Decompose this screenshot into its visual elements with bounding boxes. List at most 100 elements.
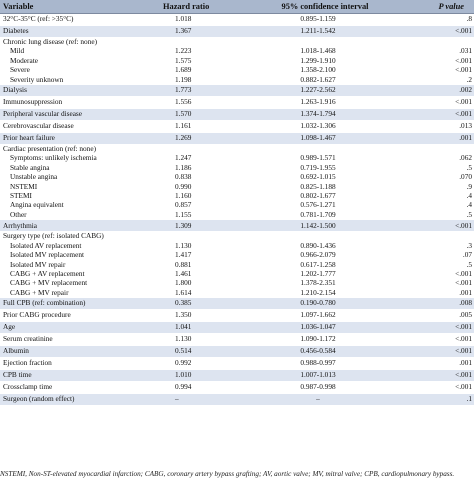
confidence-interval-cell: 0.890-1.436: [300, 240, 336, 250]
confidence-interval-cell: –: [255, 393, 395, 406]
p-value-cell: .1: [395, 393, 474, 406]
confidence-interval-cell: 1.018-1.468: [300, 46, 336, 56]
p-value-cell: .013: [459, 121, 472, 131]
confidence-interval-cell: 1.007-1.013: [255, 369, 395, 382]
confidence-interval-cell: 0.190-0.780: [255, 297, 395, 310]
table-group: Prior CABG procedure 1.350 1.097-1.662 .005: [0, 309, 474, 322]
variable-cell: Severity unknown: [10, 74, 64, 84]
hazard-ratio-cell: 0.992: [175, 358, 192, 368]
table-row: Cardiac presentation (ref: none): [0, 144, 474, 154]
variable-cell: Dialysis: [0, 84, 160, 97]
hazard-ratio-cell: 1.417: [175, 250, 192, 260]
table-row: Unstable angina 0.838 0.692-1.015 .070: [0, 172, 474, 183]
hazard-ratio-cell: 1.247: [175, 153, 192, 163]
table-row: Angina equivalent 0.857 0.576-1.271 .4: [0, 200, 474, 211]
confidence-interval-cell: 1.036-1.047: [255, 321, 395, 334]
variable-cell: Moderate: [10, 55, 38, 65]
table-row: Stable angina 1.186 0.719-1.955 .5: [0, 162, 474, 173]
variable-cell: Angina equivalent: [10, 200, 64, 210]
table-row: Full CPB (ref: combination) 0.385 0.190-0.…: [0, 297, 474, 310]
confidence-interval-cell: 0.989-1.571: [300, 153, 336, 163]
table-row: Prior heart failure 1.269 1.098-1.467.001: [0, 132, 474, 145]
table-row: Isolated MV repair 0.881 0.617-1.258 .5: [0, 259, 474, 270]
table-group: Diabetes 1.367 1.211-1.542 <.001: [0, 25, 474, 38]
table-group: Crossclamp time 0.994 0.987-0.998 <.001: [0, 381, 474, 394]
table-row: Serum creatinine 1.130 1.090-1.172 <.001: [0, 334, 474, 346]
table-row: Albumin 0.514 0.456-0.584 <.001: [0, 345, 474, 358]
p-value-cell: .005: [459, 310, 472, 320]
table-row: Other 1.155 0.781-1.709 .5: [0, 209, 474, 220]
table-row: Isolated MV replacement 1.417 0.966-2.079.…: [0, 250, 474, 260]
table-group: Surgery type (ref: isolated CABG) Isolate…: [0, 231, 474, 298]
variable-cell: Arrhythmia: [0, 219, 160, 232]
variable-cell: Prior heart failure: [0, 132, 160, 145]
table-row: STEMI 1.160 0.802-1.677 .4: [0, 191, 474, 201]
table-row: CABG + MV repair 1.614 1.210-2.154 .001: [0, 287, 474, 298]
variable-cell: NSTEMI: [10, 181, 38, 191]
hazard-ratio-table: Variable Hazard ratio 95% confidence int…: [0, 0, 474, 406]
p-value-cell: <.001: [455, 382, 472, 392]
p-value-cell: .062: [459, 153, 472, 163]
hazard-ratio-cell: 1.575: [175, 55, 192, 65]
confidence-interval-cell: 1.358-2.100: [300, 65, 336, 75]
variable-cell: Symptoms: unlikely ischemia: [10, 153, 97, 163]
hazard-ratio-cell: 1.130: [175, 240, 192, 250]
hazard-ratio-cell: 1.800: [175, 278, 192, 288]
confidence-interval-cell: 0.781-1.709: [300, 209, 336, 219]
confidence-interval-cell: 1.097-1.662: [300, 310, 336, 320]
p-value-cell: .008: [395, 297, 474, 310]
confidence-interval-cell: 1.211-1.542: [255, 25, 395, 38]
p-value-cell: .2: [466, 74, 472, 84]
table-row: Age 1.041 1.036-1.047 <.001: [0, 321, 474, 334]
p-value-cell: <.001: [455, 65, 472, 75]
table-row: Diabetes 1.367 1.211-1.542 <.001: [0, 25, 474, 38]
confidence-interval-cell: 1.299-1.910: [300, 55, 336, 65]
variable-cell: Cerebrovascular disease: [3, 121, 74, 131]
p-value-cell: .4: [466, 191, 472, 201]
header-p-value: P value: [395, 0, 474, 14]
header-variable: Variable: [0, 0, 160, 14]
hazard-ratio-cell: 0.857: [175, 200, 192, 210]
table-row: Prior CABG procedure 1.350 1.097-1.662 .005: [0, 310, 474, 322]
hazard-ratio-cell: 0.385: [160, 297, 255, 310]
hazard-ratio-cell: 1.010: [160, 369, 255, 382]
table-row: Chronic lung disease (ref: none): [0, 37, 474, 47]
hazard-ratio-cell: 0.881: [175, 259, 192, 269]
variable-cell: Albumin: [0, 345, 160, 358]
p-value-cell: <.001: [395, 369, 474, 382]
p-value-cell: .5: [466, 259, 472, 269]
hazard-ratio-cell: 1.223: [175, 46, 192, 56]
p-value-cell: .070: [459, 172, 472, 182]
hazard-ratio-cell: 0.994: [175, 382, 192, 392]
confidence-interval-cell: 1.374-1.794: [255, 108, 395, 121]
table-row: CPB time 1.010 1.007-1.013 <.001: [0, 369, 474, 382]
confidence-interval-cell: 1.090-1.172: [300, 334, 336, 344]
confidence-interval-cell: 0.895-1.159: [300, 14, 336, 24]
table-group: Albumin 0.514 0.456-0.584 <.001: [0, 345, 474, 358]
table-row: NSTEMI 0.990 0.825-1.188 .9: [0, 181, 474, 192]
table-group: Age 1.041 1.036-1.047 <.001: [0, 321, 474, 334]
hazard-ratio-cell: 1.155: [175, 209, 192, 219]
confidence-interval-cell: 1.098-1.467: [255, 132, 395, 145]
table-row: Cerebrovascular disease 1.161 1.032-1.306.…: [0, 121, 474, 133]
p-value-cell: .5: [466, 162, 472, 172]
hazard-ratio-cell: 1.367: [160, 25, 255, 38]
confidence-interval-cell: 1.032-1.306: [300, 121, 336, 131]
confidence-interval-cell: 1.378-2.351: [300, 278, 336, 288]
p-value-cell: .001: [395, 132, 474, 145]
header-confidence-interval: 95% confidence interval: [255, 0, 395, 14]
p-value-cell: .07: [462, 250, 472, 260]
hazard-ratio-cell: 1.309: [160, 219, 255, 232]
variable-cell: Stable angina: [10, 162, 50, 172]
p-value-cell: <.001: [395, 25, 474, 38]
p-value-cell: <.001: [455, 268, 472, 278]
confidence-interval-cell: 1.202-1.777: [300, 268, 336, 278]
p-value-cell: .9: [466, 181, 472, 191]
table-group: Full CPB (ref: combination) 0.385 0.190-0.…: [0, 297, 474, 310]
variable-cell: Crossclamp time: [3, 382, 53, 392]
p-value-cell: <.001: [455, 55, 472, 65]
confidence-interval-cell: 0.576-1.271: [300, 200, 336, 210]
variable-cell: Isolated MV replacement: [10, 250, 85, 260]
p-value-cell: [395, 232, 474, 241]
hazard-ratio-cell: 1.614: [175, 287, 192, 297]
